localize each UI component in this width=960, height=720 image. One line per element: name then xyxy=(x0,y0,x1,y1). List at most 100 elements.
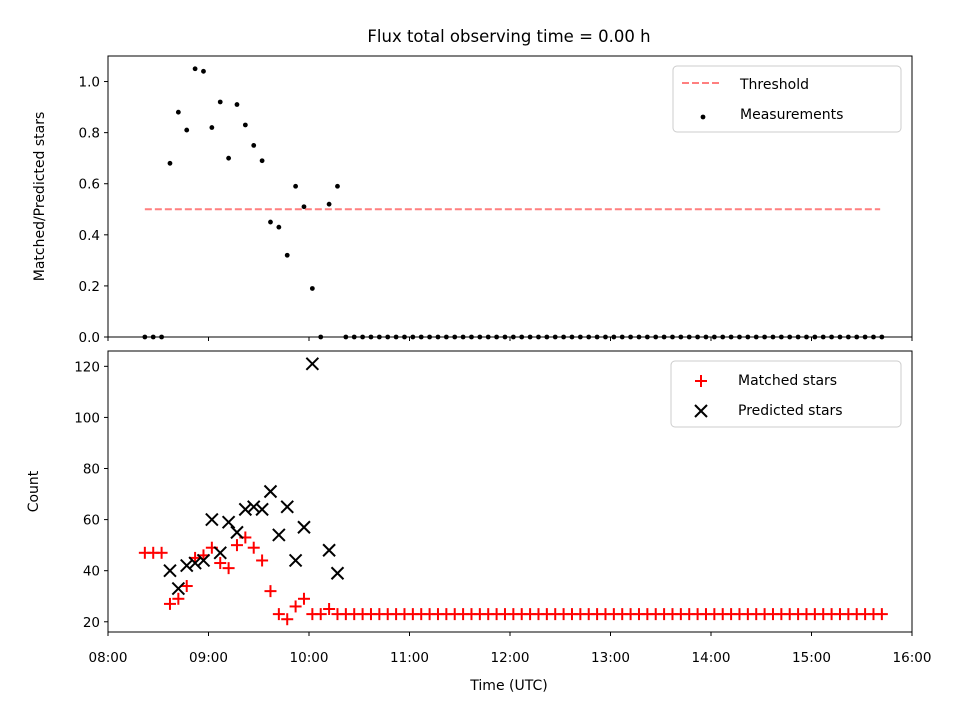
y-tick-label: 0.4 xyxy=(79,228,100,244)
y-tick-label: 120 xyxy=(74,359,100,375)
measurement-point xyxy=(259,158,265,164)
legend-predicted-swatch xyxy=(694,404,708,418)
measurement-point xyxy=(217,99,223,105)
y-tick-label: 1.0 xyxy=(79,75,100,91)
x-tick-label: 15:00 xyxy=(792,650,831,666)
bottom-x-axis: 08:00 09:00 10:00 11:00 12:00 13:00 14:00 15:00… xyxy=(89,632,932,666)
x-tick-label: 12:00 xyxy=(491,650,530,666)
predicted-star-point xyxy=(305,357,320,371)
matched-star-point xyxy=(163,597,176,610)
x-tick-label: 08:00 xyxy=(89,650,128,666)
x-tick-label: 14:00 xyxy=(692,650,731,666)
predicted-star-point xyxy=(330,566,345,580)
bottom-y-axis: 20 40 60 80 100 120 xyxy=(74,359,108,631)
y-tick-label: 60 xyxy=(83,513,100,529)
bottom-legend: Matched stars Predicted stars xyxy=(670,360,902,428)
y-tick-label: 0.0 xyxy=(79,330,100,346)
x-tick-label: 11:00 xyxy=(390,650,429,666)
predicted-star-point xyxy=(213,546,227,560)
predicted-star-point xyxy=(280,500,294,514)
measurement-point xyxy=(184,127,190,133)
measurement-point xyxy=(284,252,290,258)
top-legend: Threshold Measurements xyxy=(672,65,902,133)
x-tick-label: 13:00 xyxy=(591,650,630,666)
top-data-layer xyxy=(142,66,885,340)
chart-title: Flux total observing time = 0.00 h xyxy=(367,27,650,46)
measurement-point xyxy=(226,155,232,161)
predicted-star-point xyxy=(322,543,336,557)
matched-star-point xyxy=(222,562,235,575)
matched-star-point xyxy=(875,608,888,621)
measurement-point xyxy=(175,109,181,115)
bottom-legend-box xyxy=(670,360,902,428)
legend-measurements-label: Measurements xyxy=(740,107,843,123)
legend-matched-label: Matched stars xyxy=(738,373,837,389)
x-tick-label: 09:00 xyxy=(189,650,228,666)
measurement-point xyxy=(201,68,206,74)
matched-star-point xyxy=(230,539,243,552)
legend-predicted-label: Predicted stars xyxy=(738,403,843,419)
top-plot-panel: 0.0 0.2 0.4 0.6 0.8 1.0 Matched/Predicted sta… xyxy=(32,55,913,346)
predicted-star-point xyxy=(238,502,253,517)
top-legend-box xyxy=(672,65,902,133)
predicted-star-point xyxy=(255,502,269,517)
top-y-axis-label: Matched/Predicted stars xyxy=(32,112,48,282)
y-tick-label: 40 xyxy=(83,564,100,580)
predicted-star-point xyxy=(297,520,311,534)
predicted-star-point xyxy=(247,500,261,514)
x-tick-label: 16:00 xyxy=(893,650,932,666)
bottom-data-layer xyxy=(138,357,888,626)
measurement-point xyxy=(167,160,173,166)
measurement-point xyxy=(268,219,273,225)
y-tick-label: 80 xyxy=(83,462,100,478)
matched-star-point xyxy=(272,608,285,621)
bottom-y-axis-label: Count xyxy=(26,470,42,512)
legend-threshold-label: Threshold xyxy=(739,77,809,93)
matched-star-point xyxy=(281,613,294,626)
y-tick-label: 20 xyxy=(83,615,100,631)
legend-matched-swatch xyxy=(695,375,707,387)
top-y-axis: 0.0 0.2 0.4 0.6 0.8 1.0 xyxy=(79,75,108,346)
x-axis-label: Time (UTC) xyxy=(469,678,547,694)
top-x-axis-ticks xyxy=(107,337,913,341)
measurement-point xyxy=(192,66,198,72)
matched-star-point xyxy=(214,557,227,570)
y-tick-label: 0.6 xyxy=(79,177,100,193)
measurement-point xyxy=(326,201,332,207)
predicted-star-point xyxy=(171,581,186,596)
measurement-point xyxy=(293,183,298,189)
measurement-point xyxy=(251,143,257,148)
matched-star-point xyxy=(155,546,168,559)
measurement-point xyxy=(234,102,240,107)
legend-measurements-swatch xyxy=(700,114,706,120)
predicted-star-point xyxy=(188,556,202,570)
predicted-star-point xyxy=(272,528,286,542)
matched-star-point xyxy=(264,585,277,598)
predicted-star-point xyxy=(263,484,278,499)
measurement-point xyxy=(335,183,340,189)
measurement-point xyxy=(209,125,215,130)
predicted-star-point xyxy=(196,553,211,568)
matched-star-point xyxy=(289,600,302,613)
matched-star-point xyxy=(323,603,336,616)
y-tick-label: 0.8 xyxy=(79,126,100,142)
bottom-plot-panel: 20 40 60 80 100 120 08:00 09:00 10:00 11:00 12:00… xyxy=(26,350,932,694)
matched-star-point xyxy=(256,554,269,567)
measurement-point xyxy=(276,224,282,230)
predicted-star-point xyxy=(221,515,236,529)
predicted-star-point xyxy=(205,512,219,527)
matched-star-point xyxy=(297,592,310,605)
measurement-point xyxy=(242,122,248,128)
y-tick-label: 0.2 xyxy=(79,279,100,295)
matched-star-point xyxy=(247,541,260,554)
measurement-point xyxy=(301,204,307,210)
x-tick-label: 10:00 xyxy=(290,650,329,666)
predicted-star-point xyxy=(180,558,194,573)
measurement-point xyxy=(309,286,315,291)
predicted-star-point xyxy=(288,553,303,568)
matched-star-point xyxy=(172,592,185,605)
predicted-star-point xyxy=(230,525,244,540)
y-tick-label: 100 xyxy=(74,410,100,426)
matched-star-point xyxy=(180,580,193,593)
